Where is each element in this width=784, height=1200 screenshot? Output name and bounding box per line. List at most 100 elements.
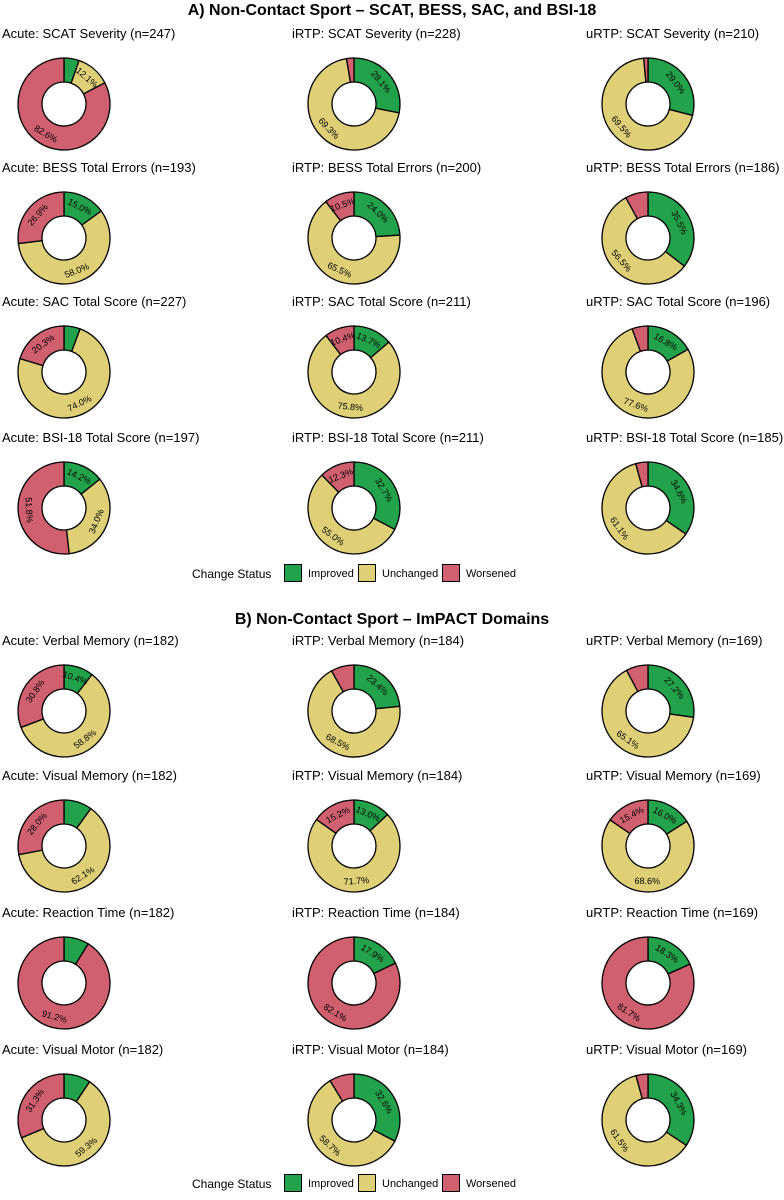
slice-unchanged [65,478,111,555]
legend-label-improved: Improved [308,568,354,580]
slice-worsened [642,57,649,83]
donut-chart: 59.3%31.3% [17,1073,111,1167]
legend-swatch-worsened [442,1174,460,1192]
slice-unchanged [17,210,111,285]
legend-swatch-unchanged [358,564,376,582]
chart-title: uRTP: BESS Total Errors (n=186) [586,160,780,175]
slice-worsened [17,191,65,245]
slice-improved [647,1073,695,1147]
slice-label-unchanged: 71.7% [343,875,369,887]
slice-unchanged [601,462,687,555]
donut-panel: uRTP: Reaction Time (n=169) 18.3% 81.7% [586,905,784,1043]
donut-chart: 32.6%58.7% [307,1073,401,1167]
chart-title: iRTP: SAC Total Score (n=211) [292,294,471,309]
legend-swatch-improved [284,1174,302,1192]
donut-chart: 91.2% [17,936,111,1030]
donut-panel: uRTP: Verbal Memory (n=169) 27.2% 65.1% [586,633,784,771]
legend-a: Change Status Improved Unchanged Worsene… [0,563,784,587]
donut-chart: 23.4%68.5% [307,664,401,758]
slice-label-unchanged: 68.6% [634,876,660,886]
chart-title: iRTP: Verbal Memory (n=184) [292,633,465,648]
chart-title: Acute: Visual Motor (n=182) [2,1042,164,1057]
donut-chart: 16.8%77.6% [601,325,695,419]
slice-worsened [324,191,355,222]
slice-unchanged [601,669,695,758]
donut-chart: 74.0%20.3% [17,325,111,419]
chart-title: uRTP: Reaction Time (n=169) [586,905,759,920]
chart-title: iRTP: SCAT Severity (n=228) [292,26,461,41]
donut-panel: Acute: BESS Total Errors (n=193) 15.0% 58.… [2,160,252,298]
slice-worsened [17,799,65,856]
section-a-title: A) Non-Contact Sport – SCAT, BESS, SAC, … [187,2,597,19]
slice-improved [353,57,401,114]
slice-worsened [307,936,401,1030]
slice-worsened [19,325,65,367]
donut-panel: uRTP: SCAT Severity (n=210) 29.0% 69.5% [586,26,784,164]
slice-unchanged [601,327,695,419]
slice-improved [647,57,695,117]
slice-worsened [17,57,111,151]
donut-panel: Acute: Verbal Memory (n=182) 10.4% 58.8% 30… [2,633,252,771]
donut-chart: 34.6%61.1% [601,461,695,555]
slice-unchanged [601,57,694,151]
slice-unchanged [20,673,111,758]
slice-worsened [329,1073,355,1103]
donut-panel: uRTP: BESS Total Errors (n=186) 35.5% 56.5… [586,160,784,298]
donut-panel: Acute: Reaction Time (n=182) 91.2% [2,905,252,1043]
donut-panel: iRTP: BESS Total Errors (n=200) 24.0% 65.5… [292,160,542,298]
donut-panel: Acute: BSI-18 Total Score (n=197) 14.2% 34… [2,430,252,568]
slice-unchanged [307,474,396,555]
chart-title: Acute: SCAT Severity (n=247) [2,26,176,41]
donut-panel: uRTP: Visual Motor (n=169) 34.3% 61.5% [586,1042,784,1180]
slice-unchanged [601,1074,688,1167]
donut-chart: 27.2%65.1% [601,664,695,758]
donut-panel: Acute: SCAT Severity (n=247) 12.1% 82.6% [2,26,252,164]
donut-chart: 62.1%28.0% [17,799,111,893]
chart-title: uRTP: BSI-18 Total Score (n=185) [586,430,784,445]
donut-chart: 17.9%82.1% [307,936,401,1030]
slice-unchanged [307,57,400,151]
donut-chart: 15.0%58.0%26.9% [17,191,111,285]
chart-title: uRTP: Verbal Memory (n=169) [586,633,763,648]
chart-title: uRTP: SAC Total Score (n=196) [586,294,771,309]
chart-title: Acute: SAC Total Score (n=227) [2,294,187,309]
slice-worsened [315,799,355,835]
donut-chart: 35.5%56.5% [601,191,695,285]
donut-chart: 10.4%58.8%30.8% [17,664,111,758]
chart-title: iRTP: BSI-18 Total Score (n=211) [292,430,484,445]
chart-title: iRTP: Visual Memory (n=184) [292,768,463,783]
slice-worsened [17,1073,65,1139]
chart-title: Acute: BESS Total Errors (n=193) [2,160,196,175]
slice-worsened [17,936,111,1030]
slice-worsened [17,461,70,555]
chart-title: uRTP: SCAT Severity (n=210) [586,26,760,41]
chart-title: iRTP: BESS Total Errors (n=200) [292,160,482,175]
slice-worsened [634,461,649,488]
slice-improved [647,191,695,268]
donut-panel: Acute: Visual Memory (n=182) 62.1% 28.0% [2,768,252,906]
legend-label-unchanged: Unchanged [382,1178,439,1190]
slice-unchanged [20,1080,111,1167]
chart-title: iRTP: Visual Motor (n=184) [292,1042,449,1057]
slice-unchanged [601,819,695,893]
slice-worsened [330,664,355,693]
legend-b: Change Status Improved Unchanged Worsene… [0,1173,784,1197]
slice-worsened [631,325,649,353]
slice-worsened [625,664,649,693]
slice-worsened [609,799,649,835]
donut-panel: Acute: Visual Motor (n=182) 59.3% 31.3% [2,1042,252,1180]
slice-unchanged [17,328,111,419]
chart-title: uRTP: Visual Motor (n=169) [586,1042,748,1057]
chart-title: uRTP: Visual Memory (n=169) [586,768,761,783]
donut-panel: iRTP: BSI-18 Total Score (n=211) 32.7% 55.… [292,430,542,568]
donut-chart: 13.0%71.7%15.2% [307,799,401,893]
slice-label-unchanged: 75.8% [337,401,363,414]
donut-panel: uRTP: SAC Total Score (n=196) 16.8% 77.6% [586,294,784,432]
legend-label-worsened: Worsened [466,568,516,580]
slice-worsened [601,936,695,1030]
slice-unchanged [307,200,401,285]
slice-improved [353,461,401,531]
chart-title: Acute: Visual Memory (n=182) [2,768,177,783]
slice-label-worsened: 51.8% [23,497,34,523]
section-b-title: B) Non-Contact Sport – ImPACT Domains [234,611,550,628]
